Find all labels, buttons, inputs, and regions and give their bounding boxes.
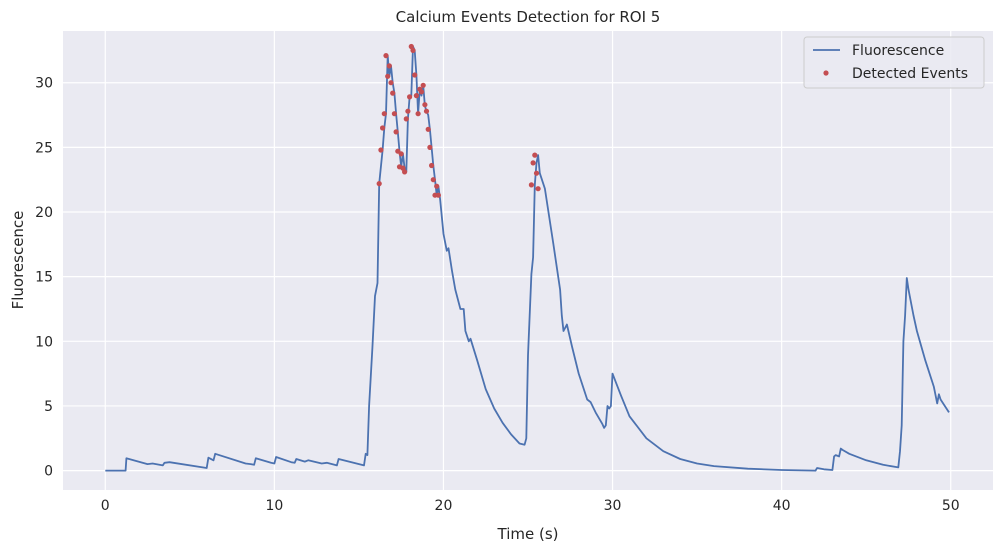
event-point <box>407 94 413 100</box>
event-point <box>415 111 421 117</box>
series-layer <box>105 43 950 472</box>
event-point <box>381 111 387 117</box>
event-point <box>535 186 541 192</box>
event-point <box>422 102 428 108</box>
x-tick-label: 30 <box>604 498 622 514</box>
event-point <box>532 152 538 158</box>
event-point <box>385 73 391 79</box>
event-point <box>528 182 535 188</box>
event-point <box>403 116 409 122</box>
event-point <box>413 93 419 99</box>
x-tick-label: 0 <box>101 498 110 514</box>
event-point <box>391 111 397 117</box>
legend-fluorescence-label: Fluorescence <box>852 43 944 59</box>
y-tick-label: 20 <box>35 205 53 221</box>
event-point <box>383 53 389 59</box>
event-point <box>405 108 411 114</box>
grid <box>63 31 993 490</box>
x-tick-label: 50 <box>942 498 960 514</box>
event-point <box>376 181 382 187</box>
x-tick-label: 40 <box>773 498 791 514</box>
y-tick-label: 0 <box>44 464 53 480</box>
event-point <box>423 108 430 114</box>
legend-detected-events-swatch <box>823 70 829 76</box>
event-point <box>386 63 392 69</box>
event-point <box>388 80 394 86</box>
event-point <box>425 126 431 132</box>
chart-title: Calcium Events Detection for ROI 5 <box>396 8 661 26</box>
y-tick-label: 10 <box>35 334 53 350</box>
event-point <box>378 147 384 153</box>
x-tick-label: 10 <box>265 498 283 514</box>
event-point <box>390 90 396 96</box>
event-point <box>435 192 441 198</box>
y-axis-label: Fluorescence <box>9 211 27 310</box>
event-point <box>533 170 540 176</box>
event-point <box>412 72 418 78</box>
event-point <box>410 47 416 54</box>
event-point <box>402 169 408 175</box>
y-tick-label: 5 <box>44 399 53 415</box>
event-point <box>434 183 440 189</box>
event-point <box>420 82 426 88</box>
event-point <box>418 89 425 95</box>
event-point <box>430 177 436 183</box>
legend-detected-events-label: Detected Events <box>852 66 968 82</box>
legend-box <box>803 36 985 89</box>
event-point <box>427 144 433 150</box>
legend: Fluorescence Detected Events <box>803 36 985 89</box>
plot-area <box>63 31 993 490</box>
fluorescence-line <box>105 45 950 472</box>
y-tick-label: 30 <box>35 76 53 92</box>
y-tick-label: 15 <box>35 270 53 286</box>
event-point <box>429 162 435 169</box>
y-ticks: 0 5 10 15 20 25 30 <box>35 76 53 480</box>
event-point <box>380 125 386 131</box>
event-point <box>408 43 414 50</box>
event-point <box>530 160 536 166</box>
y-tick-label: 25 <box>35 140 53 156</box>
x-axis-label: Time (s) <box>497 525 559 543</box>
x-ticks: 0 10 20 30 40 50 <box>101 498 960 514</box>
x-tick-label: 20 <box>435 498 453 514</box>
event-point <box>398 151 404 157</box>
event-point <box>393 129 399 135</box>
